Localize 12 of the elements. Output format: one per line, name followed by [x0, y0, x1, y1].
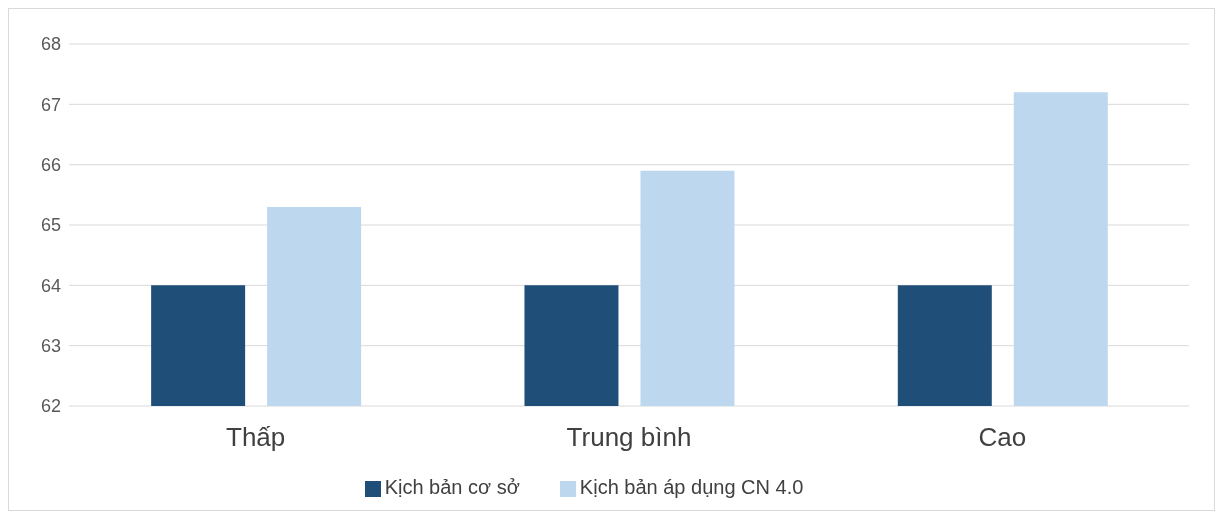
legend-label: Kịch bản cơ sở	[384, 476, 520, 498]
y-tick-label: 64	[40, 275, 61, 296]
legend-label: Kịch bản áp dụng CN 4.0	[579, 476, 804, 498]
y-tick-label: 68	[40, 34, 61, 55]
y-tick-label: 67	[40, 94, 61, 115]
y-tick-label: 66	[40, 155, 61, 176]
x-tick-label: Thấp	[226, 422, 286, 453]
x-tick-label: Cao	[978, 422, 1027, 453]
y-tick-label: 63	[40, 336, 61, 357]
y-tick-label: 65	[40, 215, 61, 236]
y-tick-label: 62	[40, 396, 61, 417]
x-tick-label: Trung bình	[566, 422, 692, 453]
